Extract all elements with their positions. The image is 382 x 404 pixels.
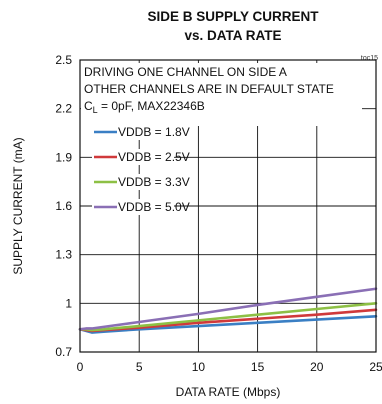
y-tick-label: 1 — [65, 296, 72, 310]
x-tick-label: 25 — [369, 360, 382, 374]
chart-title-line1: SIDE B SUPPLY CURRENT — [147, 9, 319, 24]
y-axis-label: SUPPLY CURRENT (mA) — [11, 137, 25, 274]
x-tick-label: 5 — [136, 360, 143, 374]
legend-label-3: VDDB = 3.3V — [118, 175, 190, 189]
chart-tag: toc15 — [361, 55, 378, 62]
x-tick-label: 10 — [192, 360, 206, 374]
y-tick-label: 1.3 — [55, 248, 72, 262]
tick-labels: 0.7 1 1.3 1.6 1.9 2.2 2.5 0 5 10 15 20 25 — [55, 53, 382, 374]
annotation-line1: DRIVING ONE CHANNEL ON SIDE A — [84, 65, 287, 79]
series-line-3 — [78, 302, 378, 332]
annotation-line2: OTHER CHANNELS ARE IN DEFAULT STATE — [84, 82, 334, 96]
x-tick-label: 15 — [251, 360, 265, 374]
x-axis-label: DATA RATE (Mbps) — [176, 385, 281, 399]
y-tick-label: 1.6 — [55, 199, 72, 213]
annotation-line3: CL = 0pF, MAX22346B — [84, 99, 205, 115]
legend-label-4: VDDB = 5.0V — [118, 200, 190, 214]
chart-title-line2: vs. DATA RATE — [184, 28, 281, 43]
annotation-background — [81, 63, 362, 126]
legend-entry-background — [92, 149, 174, 165]
plot-frame — [79, 59, 377, 353]
legend-label-2: VDDB = 2.5V — [118, 150, 190, 164]
x-tick-label: 20 — [310, 360, 324, 374]
legend-entry-background — [92, 174, 174, 190]
legend-entry-background — [92, 124, 174, 140]
legend: VDDB = 1.8V VDDB = 2.5V VDDB = 3.3V VDDB = … — [92, 124, 190, 215]
annotation-c: C — [84, 99, 93, 113]
x-tick-label: 0 — [77, 360, 84, 374]
y-tick-label: 2.2 — [55, 102, 72, 116]
series-group — [78, 287, 378, 334]
legend-entry-background — [92, 199, 174, 215]
y-tick-label: 0.7 — [55, 345, 72, 359]
series-line-4 — [78, 287, 378, 331]
legend-label-1: VDDB = 1.8V — [118, 125, 190, 139]
y-tick-label: 2.5 — [55, 53, 72, 67]
y-tick-label: 1.9 — [55, 150, 72, 164]
annotation-rest: = 0pF, MAX22346B — [98, 99, 205, 113]
annotation-subscript: L — [93, 105, 98, 115]
